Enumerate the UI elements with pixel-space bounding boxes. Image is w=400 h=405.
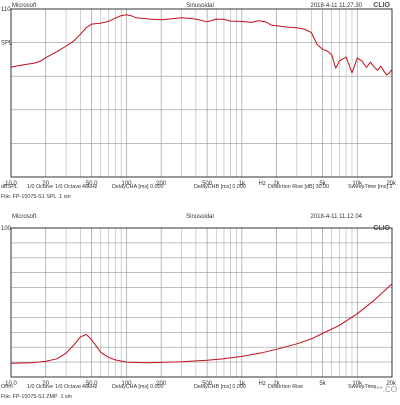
- spl-header-left: Microsoft: [12, 3, 37, 9]
- spl-brand-label: CLIO: [373, 2, 390, 9]
- impedance-footer-item: Distortion Rise: [268, 384, 303, 390]
- spl-series-line: [10, 14, 393, 76]
- spl-x-tick-label: 500: [202, 181, 213, 187]
- spl-x-tick-label: 20k: [386, 181, 397, 187]
- impedance-x-tick-label: 10k: [352, 381, 363, 387]
- impedance-header-left: Microsoft: [12, 214, 37, 220]
- spl-plot-frame: [10, 8, 393, 178]
- spl-x-tick-label: 50.0: [86, 181, 98, 187]
- impedance-x-tick-label: 20k: [386, 381, 397, 387]
- spl-x-tick-label: 10k: [352, 181, 363, 187]
- impedance-x-tick-label: Hz: [258, 381, 265, 387]
- impedance-grid: [10, 227, 393, 378]
- spl-file-label: File: FP-15075-S1 SPL .1 sin: [1, 194, 71, 200]
- impedance-footer-item: DelayCHB [ms] 0.000: [194, 384, 246, 390]
- spl-x-tick-label: 1k: [239, 181, 246, 187]
- impedance-chart-panel: Microsoft Sinusoidal 2018-4-11 11.12.04 …: [0, 200, 400, 400]
- impedance-x-tick-label: 1k: [239, 381, 246, 387]
- impedance-x-tick-label: 5k: [319, 381, 326, 387]
- impedance-x-tick-label: 20: [42, 381, 49, 387]
- impedance-x-tick-label: 2k: [273, 381, 280, 387]
- impedance-footer-item: DelayCHA [ms] 0.000: [112, 384, 164, 390]
- impedance-file-label: File: FP-15075-S1 ZMP .1 sin: [1, 394, 72, 400]
- spl-header-center: Sinusoidal: [186, 3, 214, 9]
- spl-footer-item: 1/0 Octave: [27, 184, 53, 190]
- spl-y-ticks: 110 SPL: [1, 7, 13, 47]
- spl-footer-item: 1/0 Octave: [55, 184, 81, 190]
- spl-footer-item: Distortion Rise [dB] 30.00: [268, 184, 329, 190]
- spl-x-tick-label: 2k: [273, 181, 280, 187]
- spl-grid: [10, 8, 393, 178]
- spl-footer-item: 48kHz: [82, 184, 98, 190]
- impedance-footer-item: 1/0 Octave: [27, 384, 53, 390]
- impedance-x-tick-label: 100: [121, 381, 132, 387]
- spl-x-ticks: 10.0 20 50.0 100 200 500 1k Hz 2k 5k 10k 20k: [5, 181, 397, 187]
- spl-footer: dBSPL 1/0 Octave 1/0 Octave 48kHz DelayCHA […: [1, 184, 392, 190]
- impedance-footer-item: 1/0 Octave: [55, 384, 81, 390]
- spl-footer-item: DelayCHA [ms] 0.000: [112, 184, 164, 190]
- spl-header-right: 2018-4-11 11.27.30: [311, 3, 363, 9]
- impedance-x-tick-label: 200: [156, 381, 167, 387]
- impedance-chart: Microsoft Sinusoidal 2018-4-11 11.12.04 …: [1, 214, 397, 400]
- spl-x-tick-label: 200: [156, 181, 167, 187]
- impedance-header-right: 2018-4-11 11.12.04: [311, 214, 363, 220]
- watermark-text: ***.CO: [373, 385, 397, 394]
- spl-chart-panel: Microsoft Sinusoidal 2018-4-11 11.27.30 …: [0, 0, 400, 200]
- impedance-footer: Ohm 1/0 Octave 1/0 Octave 48kHz DelayCHA [ms…: [1, 384, 376, 390]
- impedance-x-ticks: 10.0 20 50.0 100 200 500 1k Hz 2k 5k 10k 20k: [5, 381, 397, 387]
- impedance-plot-frame: [10, 227, 393, 378]
- impedance-x-tick-label: 10.0: [5, 381, 17, 387]
- impedance-footer-item: 48kHz: [82, 384, 98, 390]
- impedance-footer-item: Ohm: [1, 384, 13, 390]
- spl-footer-item: dBSPL: [1, 184, 18, 190]
- spl-x-tick-label: 5k: [319, 181, 326, 187]
- spl-x-tick-label: 20: [42, 181, 49, 187]
- impedance-y-tick-label: 100: [1, 226, 12, 232]
- impedance-series-line: [10, 283, 393, 364]
- spl-chart: Microsoft Sinusoidal 2018-4-11 11.27.30 …: [1, 2, 397, 200]
- spl-y-tick-label: SPL: [1, 41, 13, 47]
- impedance-x-tick-label: 50.0: [86, 381, 98, 387]
- spl-x-tick-label: 10.0: [5, 181, 17, 187]
- spl-y-tick-label: 110: [1, 7, 11, 13]
- spl-x-tick-label: Hz: [258, 181, 265, 187]
- spl-footer-item: DelayCHB [ms] 0.000: [194, 184, 246, 190]
- impedance-brand-label: CLIO: [373, 225, 390, 232]
- impedance-x-tick-label: 500: [202, 381, 213, 387]
- spl-footer-item: SweepTime [ms] 2: [348, 184, 392, 190]
- impedance-header-center: Sinusoidal: [186, 214, 214, 220]
- impedance-footer-item: SweepTime: [348, 384, 376, 390]
- spl-x-tick-label: 100: [121, 181, 132, 187]
- impedance-y-ticks: 100: [1, 226, 12, 232]
